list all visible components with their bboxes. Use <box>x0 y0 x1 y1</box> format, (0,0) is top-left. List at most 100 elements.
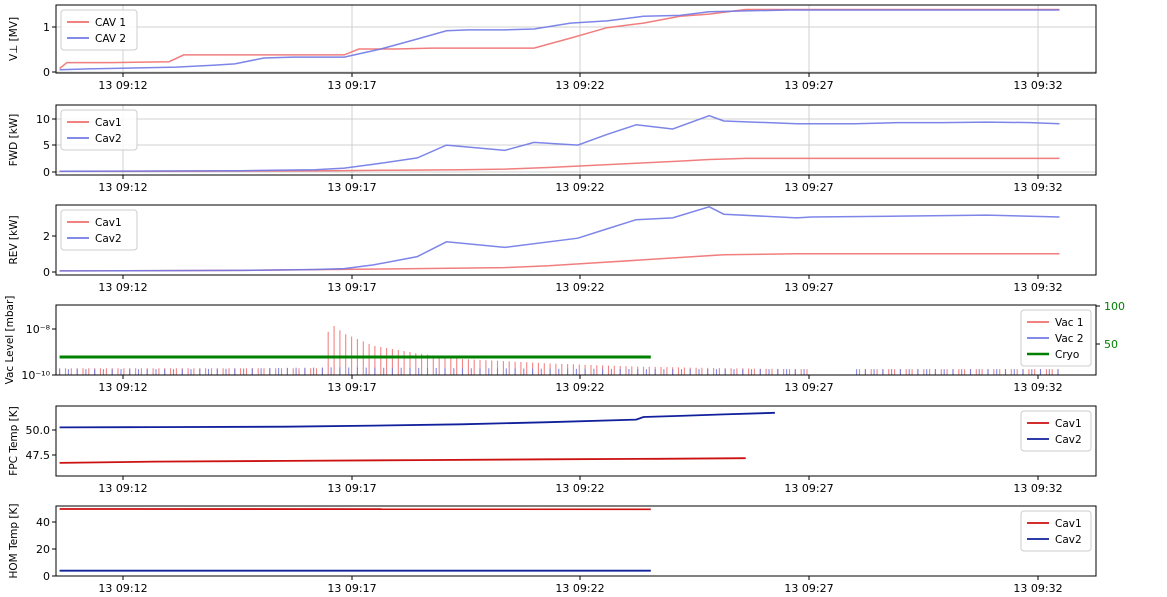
legend-item: Cav2 <box>1055 434 1082 446</box>
panel-5: 47.5 50.0 FPC Temp [K] 13 09:12 13 09:17 13 0… <box>8 405 1097 495</box>
legend-item: Cav1 <box>95 217 122 229</box>
x-tick-label: 13 09:22 <box>555 181 604 194</box>
x-tick-label: 13 09:32 <box>1013 381 1062 394</box>
legend-item: Cav2 <box>1055 534 1082 546</box>
axes-frame <box>55 4 1097 74</box>
series-line-cav-2 <box>59 9 1060 71</box>
y-axis-label: REV [kW] <box>8 215 20 264</box>
x-tick-label: 13 09:12 <box>98 181 147 194</box>
panel-2: 0 5 10 FWD [kW] 13 09:12 13 09:17 13 09:22 13 0… <box>8 104 1097 194</box>
axes-frame <box>55 405 1097 477</box>
legend-box <box>60 9 138 51</box>
series-line-cav1 <box>59 457 746 464</box>
x-tick-label: 13 09:32 <box>1013 79 1062 92</box>
series-line-cav2 <box>59 205 1060 272</box>
legend-item: Cav1 <box>1055 418 1082 430</box>
x-tick-label: 13 09:22 <box>555 381 604 394</box>
right-tick-label: 50 <box>1104 338 1118 351</box>
x-tick-label: 13 09:22 <box>555 582 604 595</box>
x-tick-label: 13 09:22 <box>555 281 604 294</box>
y-tick-label: 50.0 <box>26 424 51 437</box>
series-line-cav1 <box>59 253 1060 272</box>
x-tick-label: 13 09:17 <box>327 79 376 92</box>
y-axis-label: Vac Level [mbar] <box>4 296 16 385</box>
x-tick-label: 13 09:17 <box>327 281 376 294</box>
y-tick-label: 0 <box>43 266 50 279</box>
y-tick-label: 10⁻¹⁰ <box>21 369 50 382</box>
y-axis-label: V⊥ [MV] <box>8 17 20 61</box>
series-line-cav-1 <box>59 8 1060 70</box>
y-tick-label: 0 <box>43 570 50 583</box>
series-line-cav2 <box>59 411 775 429</box>
x-tick-label: 13 09:12 <box>98 79 147 92</box>
x-tick-label: 13 09:27 <box>784 482 833 495</box>
series-line-cav1 <box>59 157 1060 173</box>
x-tick-label: 13 09:17 <box>327 482 376 495</box>
legend-item: Cryo <box>1055 349 1079 361</box>
x-tick-label: 13 09:32 <box>1013 281 1062 294</box>
y-tick-label: 40 <box>36 516 50 529</box>
legend-item: Cav2 <box>95 133 122 145</box>
x-tick-label: 13 09:17 <box>327 582 376 595</box>
legend-item: Cav1 <box>95 117 122 129</box>
y-tick-label: 47.5 <box>26 449 51 462</box>
x-tick-label: 13 09:27 <box>784 281 833 294</box>
legend-box <box>60 109 138 151</box>
legend: Vac 1 Vac 2 Cryo <box>1020 309 1092 367</box>
y-tick-label: 0 <box>43 166 50 179</box>
x-tick-label: 13 09:27 <box>784 582 833 595</box>
y-axis-label: FWD [kW] <box>8 114 20 167</box>
legend-item: Vac 2 <box>1055 333 1084 345</box>
panel-6: 0 20 40 HOM Temp [K] 13 09:12 13 09:17 13 09:2… <box>8 504 1097 595</box>
legend: Cav1 Cav2 <box>1020 410 1092 452</box>
x-tick-label: 13 09:12 <box>98 281 147 294</box>
x-tick-label: 13 09:17 <box>327 381 376 394</box>
panel-4: 10⁻¹⁰ 10⁻⁸ 50 100 Vac Level [mbar] 13 09:12 13… <box>4 296 1125 394</box>
legend-box <box>1020 309 1092 367</box>
panel-1: 0 1 V⊥ [MV] 13 09:12 13 09:17 13 09:22 13 09:2… <box>8 4 1097 92</box>
panel-3: 0 2 REV [kW] 13 09:12 13 09:17 13 09:22 13 09:… <box>8 204 1097 294</box>
axes-frame <box>55 204 1097 276</box>
legend: Cav1 Cav2 <box>60 109 138 151</box>
y-tick-label: 10 <box>36 113 50 126</box>
series-line-vac-1 <box>59 326 1059 375</box>
x-tick-label: 13 09:12 <box>98 482 147 495</box>
y-tick-label: 20 <box>36 543 50 556</box>
y-tick-label: 1 <box>43 21 50 34</box>
legend-box <box>1020 410 1092 452</box>
right-tick-label: 100 <box>1104 300 1125 313</box>
legend-item: Cav2 <box>95 233 122 245</box>
x-tick-label: 13 09:22 <box>555 79 604 92</box>
legend: Cav1 Cav2 <box>60 209 138 251</box>
y-tick-label: 0 <box>43 66 50 79</box>
axes-frame <box>55 505 1097 577</box>
legend-item: Cav1 <box>1055 518 1082 530</box>
x-tick-label: 13 09:12 <box>98 582 147 595</box>
x-tick-label: 13 09:17 <box>327 181 376 194</box>
y-tick-label: 5 <box>43 139 50 152</box>
x-tick-label: 13 09:32 <box>1013 482 1062 495</box>
x-tick-label: 13 09:27 <box>784 181 833 194</box>
legend: CAV 1 CAV 2 <box>60 9 138 51</box>
y-axis-label: FPC Temp [K] <box>8 406 20 475</box>
legend-box <box>60 209 138 251</box>
x-tick-label: 13 09:27 <box>784 381 833 394</box>
axes-frame <box>55 304 1097 376</box>
legend-item: CAV 2 <box>95 33 126 45</box>
y-tick-label: 2 <box>43 230 50 243</box>
series-line-vac-2 <box>59 367 1059 375</box>
series-line-cav2 <box>59 114 1060 173</box>
legend-box <box>1020 510 1092 552</box>
legend-item: CAV 1 <box>95 17 126 29</box>
y-axis-label: HOM Temp [K] <box>8 504 20 579</box>
x-tick-label: 13 09:22 <box>555 482 604 495</box>
y-tick-label: 10⁻⁸ <box>26 323 51 336</box>
x-tick-label: 13 09:12 <box>98 381 147 394</box>
x-tick-label: 13 09:32 <box>1013 582 1062 595</box>
x-tick-label: 13 09:27 <box>784 79 833 92</box>
axes-frame <box>55 104 1097 176</box>
legend-item: Vac 1 <box>1055 317 1084 329</box>
legend: Cav1 Cav2 <box>1020 510 1092 552</box>
x-tick-label: 13 09:32 <box>1013 181 1062 194</box>
